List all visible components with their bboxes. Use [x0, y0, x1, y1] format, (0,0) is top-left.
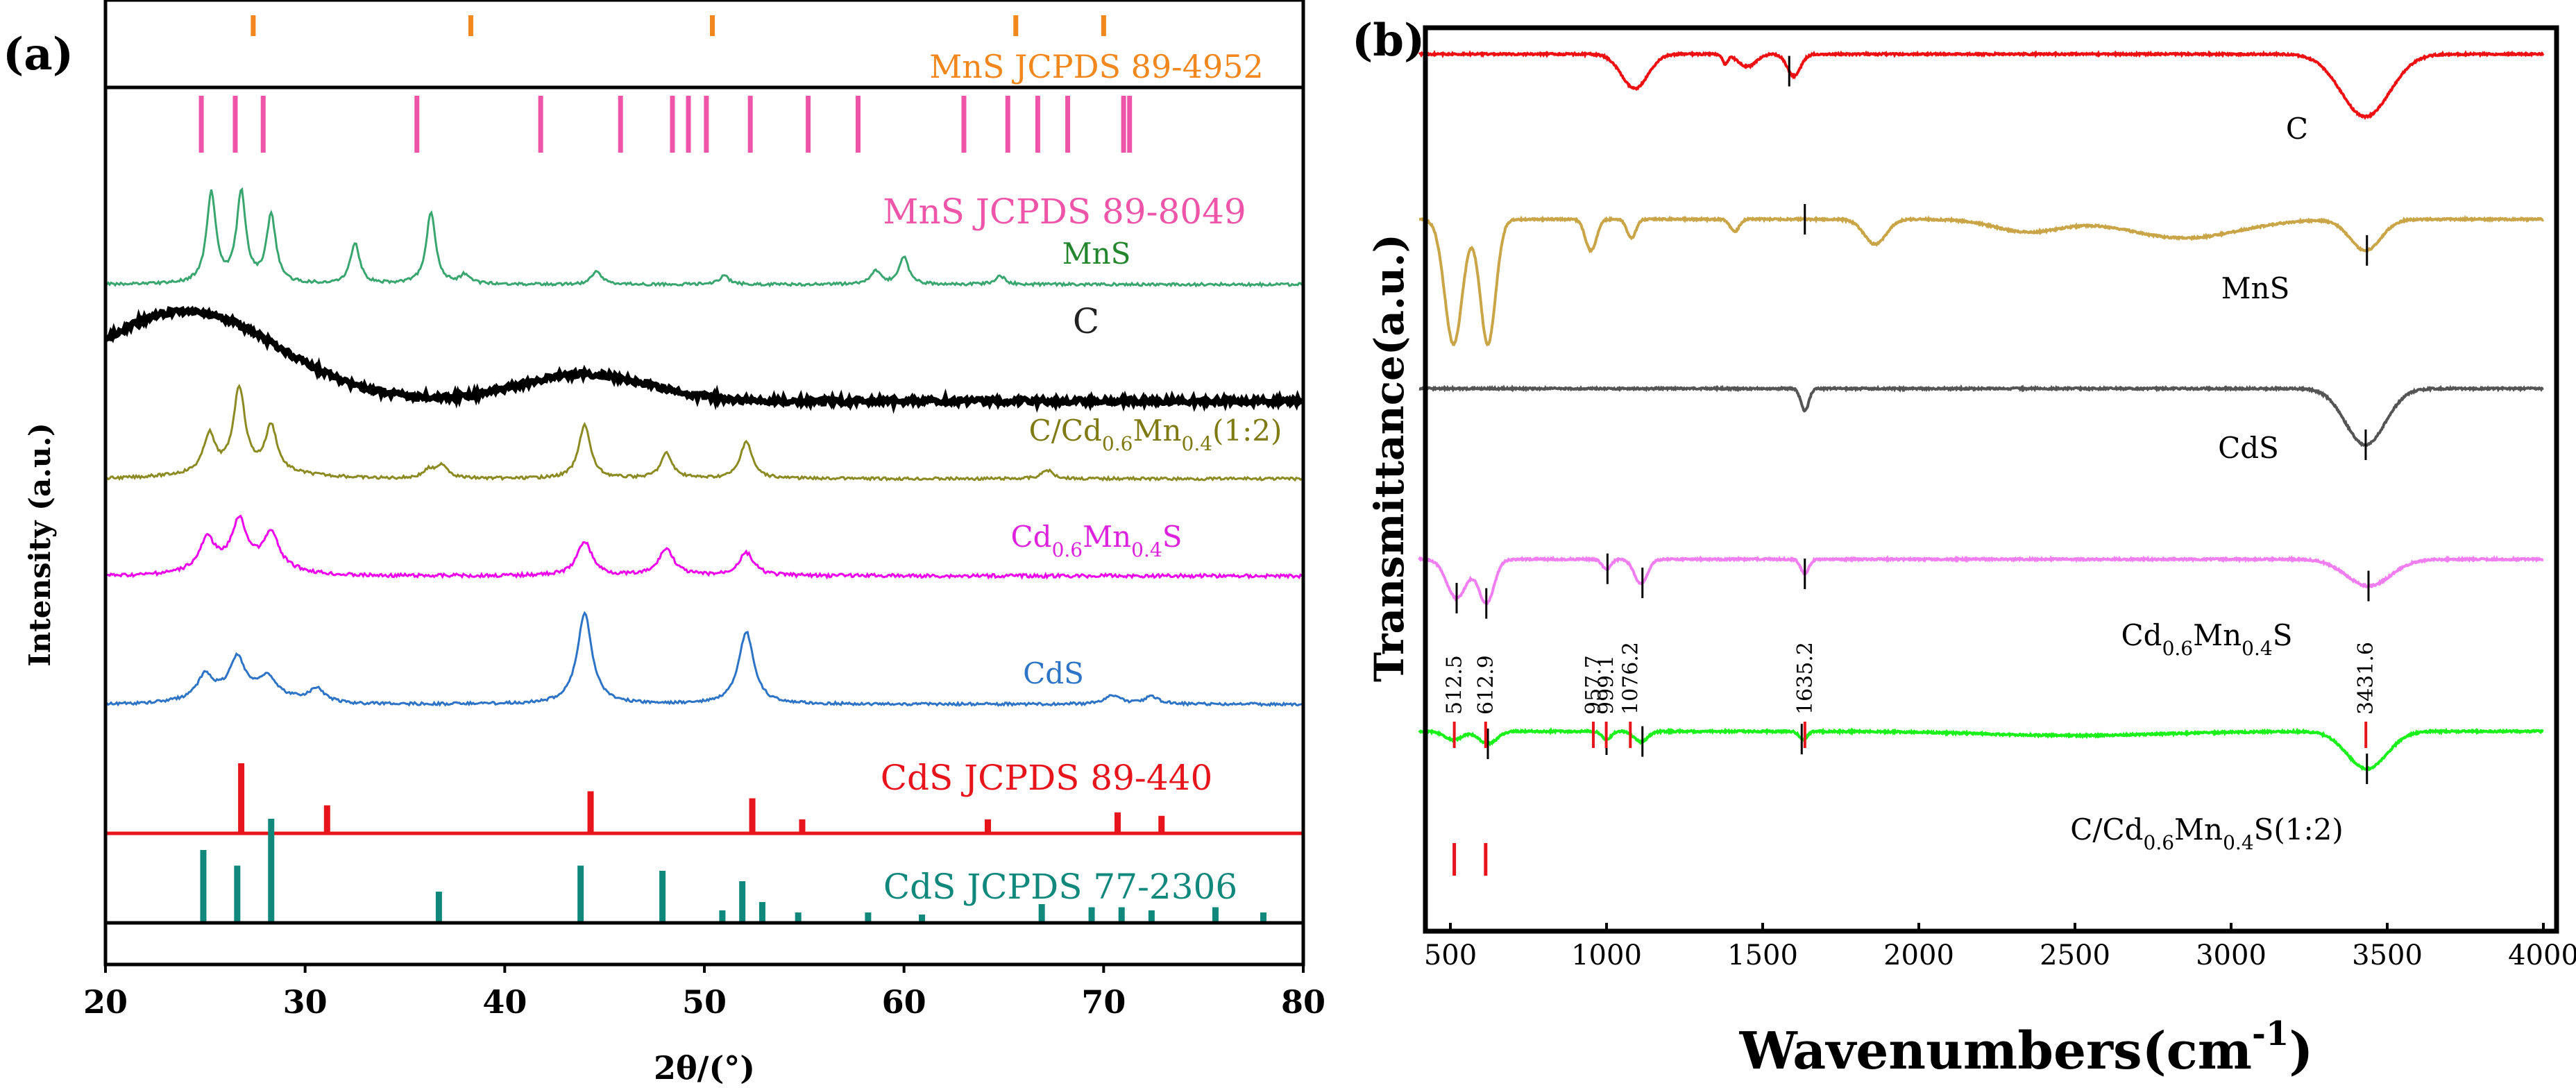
text-part: Mn	[2193, 618, 2242, 652]
x-tick-label: 2000	[1883, 940, 1954, 971]
reference-label: CdS JCPDS 77-2306	[883, 867, 1237, 907]
subscript: 0.4	[1182, 432, 1213, 455]
subscript: 0.6	[1052, 538, 1083, 561]
text-part: C	[2286, 112, 2308, 146]
series-line	[1418, 214, 2545, 347]
panel-b: (b) Transmittance(a.u.) Wavenumbers(cm-1…	[1352, 15, 2576, 1081]
panel-a-ylabel: Intensity (a.u.)	[23, 423, 57, 667]
series-line	[1418, 49, 2545, 120]
x-tick-label: 3500	[2352, 940, 2423, 971]
text-part: Mn	[2174, 813, 2223, 847]
reference-label: MnS JCPDS 89-8049	[883, 192, 1246, 232]
peak-label: 957.7	[1582, 655, 1606, 715]
panel-a-frame	[103, 0, 1305, 967]
series-line	[103, 305, 1305, 414]
x-tick-label: 2500	[2040, 940, 2110, 971]
series-label: C	[1073, 301, 1099, 341]
panel-b-x-ticks: 500 1000 1500 2000 2500 3000 3500 4000	[1424, 923, 2576, 971]
series-line	[104, 187, 1304, 288]
series-line	[1418, 726, 2544, 772]
text-part: S	[2273, 618, 2293, 652]
panel-b-xlabel-main: Wavenumbers(cm	[1739, 1021, 2252, 1081]
text-part: C/Cd	[2070, 813, 2143, 847]
series-label: CdS	[2218, 431, 2279, 465]
series-label: C/Cd0.6Mn0.4(1:2)	[1029, 414, 1282, 455]
text-part: CdS	[1023, 656, 1084, 690]
peak-label: 512.5	[1443, 655, 1467, 715]
text-part: Cd	[1011, 520, 1052, 554]
subscript: 0.6	[2162, 637, 2194, 660]
peak-label: 3431.6	[2354, 642, 2378, 715]
panel-a-x-ticks: 20 30 40 50 60 70 80	[83, 964, 1325, 1021]
x-tick-label: 20	[83, 983, 128, 1021]
text-part: S	[1162, 520, 1183, 554]
subscript: 0.4	[2223, 831, 2254, 854]
text-part: S(1:2)	[2254, 813, 2344, 847]
panel-a-xlabel: 2θ/(°)	[654, 1049, 755, 1087]
text-part: C	[1073, 301, 1099, 341]
subscript: 0.4	[2242, 637, 2273, 660]
text-part: Mn	[1133, 414, 1181, 448]
peak-label: 999.1	[1595, 655, 1619, 715]
reference-label: CdS JCPDS 89-440	[881, 758, 1213, 798]
series-label: C	[2286, 112, 2308, 146]
panel-b-frame	[1423, 25, 2559, 934]
subscript: 0.6	[2144, 831, 2175, 854]
series-label: MnS	[1062, 237, 1131, 271]
x-tick-label: 40	[482, 983, 527, 1021]
x-tick-label: 80	[1281, 983, 1325, 1021]
panel-a: (a) Intensity (a.u.) 2θ/(°) 20 30 40 50 60 70…	[3, 0, 1325, 1087]
series-label: Cd0.6Mn0.4S	[1011, 520, 1183, 561]
x-tick-label: 4000	[2508, 940, 2576, 971]
panel-b-xlabel-sup: -1	[2252, 1014, 2289, 1053]
x-tick-label: 70	[1081, 983, 1126, 1021]
series-label: C/Cd0.6Mn0.4S(1:2)	[2070, 813, 2344, 854]
x-tick-label: 30	[283, 983, 328, 1021]
peak-label: 1635.2	[1793, 642, 1817, 715]
x-tick-label: 500	[1424, 940, 1477, 971]
series-line	[104, 611, 1305, 708]
panel-a-label: (a)	[3, 28, 74, 80]
x-tick-label: 60	[882, 983, 926, 1021]
text-part: C/Cd	[1029, 414, 1102, 448]
panel-a-reference-patterns: MnS JCPDS 89-4952 MnS JCPDS 89-8049 CdS JC…	[105, 15, 1303, 923]
series-line	[1418, 554, 2544, 606]
text-part: (1:2)	[1212, 414, 1282, 448]
series-label: MnS	[2221, 271, 2290, 305]
series-line	[1418, 384, 2544, 448]
panel-b-xlabel-tail: )	[2289, 1021, 2313, 1081]
text-part: MnS	[1062, 237, 1131, 271]
x-tick-label: 1000	[1571, 940, 1642, 971]
panel-b-label: (b)	[1352, 15, 1425, 67]
panel-a-frames	[103, 0, 1305, 967]
panel-b-ylabel: Transmittance(a.u.)	[1366, 234, 1413, 682]
series-line	[105, 514, 1304, 580]
subscript: 0.4	[1131, 538, 1162, 561]
subscript: 0.6	[1102, 432, 1133, 455]
panel-b-xlabel: Wavenumbers(cm-1)	[1739, 1014, 2314, 1081]
peak-label: 612.9	[1474, 655, 1498, 715]
peak-label: 1076.2	[1618, 642, 1643, 715]
x-tick-label: 1500	[1727, 940, 1798, 971]
x-tick-label: 3000	[2196, 940, 2266, 971]
x-tick-label: 50	[682, 983, 727, 1021]
text-part: MnS	[2221, 271, 2290, 305]
series-label: Cd0.6Mn0.4S	[2121, 618, 2293, 660]
series-line	[105, 383, 1304, 482]
reference-label: MnS JCPDS 89-4952	[929, 48, 1264, 85]
series-label: CdS	[1023, 656, 1084, 690]
text-part: Mn	[1083, 520, 1131, 554]
text-part: Cd	[2121, 618, 2162, 652]
text-part: CdS	[2218, 431, 2279, 465]
